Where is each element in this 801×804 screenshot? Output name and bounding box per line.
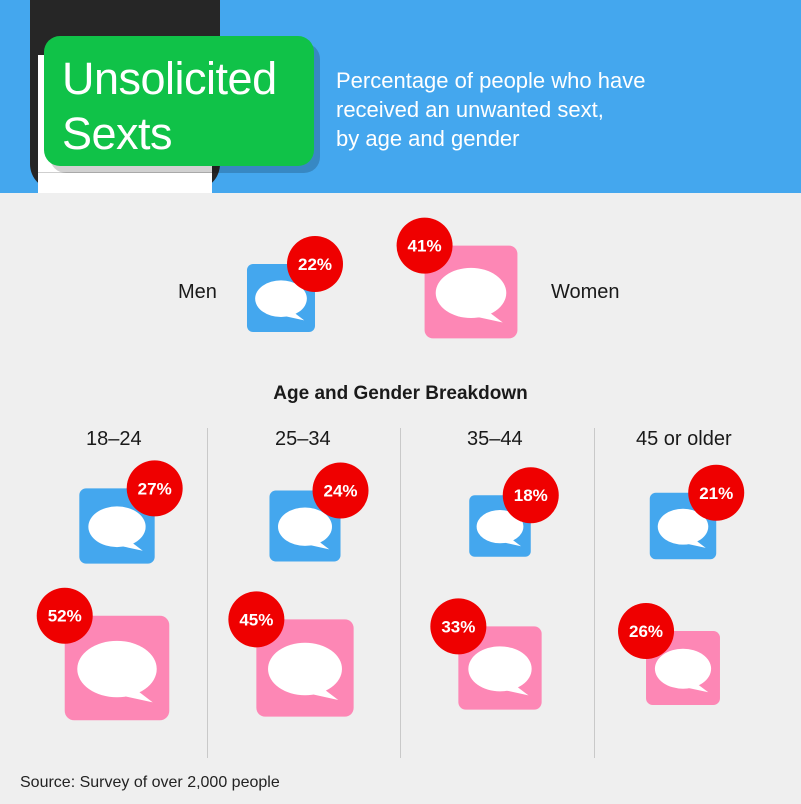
column-divider	[207, 428, 208, 758]
women-icon-col-2-bubble-tail	[310, 687, 339, 700]
women-icon-col-1-badge	[36, 587, 93, 644]
women-icon-bubble	[435, 267, 507, 318]
women-icon-col-4-bubble	[654, 648, 712, 689]
men-icon: 22%	[246, 235, 344, 333]
men-icon-col-4-value-label: 21%	[699, 484, 733, 503]
men-icon-col-2-bubble	[278, 507, 332, 546]
phone-screen-divider	[38, 172, 212, 173]
women-icon-col-2: 45%	[228, 591, 354, 717]
subtitle-line-3: by age and gender	[336, 126, 520, 151]
men-icon-col-1-value-label: 27%	[138, 479, 172, 498]
men-icon-bubble-tail	[284, 311, 305, 321]
women-icon-badge	[396, 217, 453, 274]
column-divider	[400, 428, 401, 758]
women-icon-col-3-bubble-tail	[504, 684, 529, 696]
women-icon-col-3-badge	[430, 598, 487, 655]
column-divider	[594, 428, 595, 758]
women-icon-col-2-value-label: 45%	[239, 610, 273, 629]
women-icon-col-3: 33%	[430, 598, 542, 710]
women-icon-col-1: 52%	[36, 587, 170, 721]
women-icon-col-2-badge	[228, 591, 285, 648]
men-icon-badge	[287, 235, 344, 292]
men-icon-col-4-bubble-tail	[686, 539, 706, 548]
men-icon-col-3-bubble-tail	[503, 538, 522, 547]
subtitle-line-2: received an unwanted sext,	[336, 97, 604, 122]
men-icon-col-4: 21%	[649, 464, 745, 560]
age-label-35-44: 35–44	[467, 428, 523, 450]
men-icon-col-3-bubble	[476, 510, 524, 544]
women-icon-col-3-bubble	[468, 646, 532, 692]
title-line-1: Unsolicited	[62, 53, 277, 104]
men-icon-col-4-badge	[688, 464, 745, 521]
women-icon-col-1-bubble-tail	[122, 688, 153, 703]
men-icon-col-1-bubble-tail	[121, 540, 143, 551]
men-icon-value-label: 22%	[298, 255, 332, 274]
title-line-2: Sexts	[62, 108, 173, 159]
women-icon-col-4-value-label: 26%	[629, 622, 663, 641]
men-label: Men	[178, 281, 217, 303]
title-message-bubble: Unsolicited Sexts	[44, 36, 314, 166]
subtitle: Percentage of people who have received a…	[336, 66, 776, 153]
women-icon-col-4: 26%	[618, 603, 720, 705]
women-icon-value-label: 41%	[408, 237, 442, 256]
women-icon-col-4-bubble-tail	[687, 682, 709, 693]
women-icon-bubble-tail	[476, 310, 503, 323]
age-label-25-34: 25–34	[275, 428, 331, 450]
men-icon-col-2-bubble-tail	[309, 540, 330, 550]
men-icon-bubble	[255, 280, 307, 318]
men-icon-col-1-badge	[126, 460, 183, 517]
age-label-45-older: 45 or older	[636, 428, 732, 450]
men-icon-col-3: 18%	[469, 467, 559, 557]
men-icon-col-1: 27%	[79, 460, 183, 564]
women-label: Women	[551, 281, 620, 303]
men-icon-col-2: 24%	[269, 462, 369, 562]
women-icon-col-1-value-label: 52%	[48, 607, 82, 626]
breakdown-heading: Age and Gender Breakdown	[273, 383, 528, 404]
men-icon-col-1-bubble	[88, 506, 146, 548]
age-label-18-24: 18–24	[86, 428, 142, 450]
women-icon-col-4-badge	[618, 603, 675, 660]
subtitle-line-1: Percentage of people who have	[336, 68, 646, 93]
men-icon-col-4-bubble	[657, 508, 709, 545]
women-icon-col-2-bubble	[268, 642, 342, 696]
men-icon-col-3-value-label: 18%	[514, 486, 548, 505]
men-icon-col-2-value-label: 24%	[324, 481, 358, 500]
men-icon-col-2-badge	[312, 462, 369, 519]
women-icon-col-3-value-label: 33%	[441, 617, 475, 636]
women-icon: 41%	[396, 217, 518, 339]
men-icon-col-3-badge	[502, 467, 559, 524]
header-banner: Unsolicited Sexts Percentage of people w…	[0, 0, 801, 193]
women-icon-col-1-bubble	[77, 640, 157, 698]
source-note: Source: Survey of over 2,000 people	[20, 774, 280, 791]
